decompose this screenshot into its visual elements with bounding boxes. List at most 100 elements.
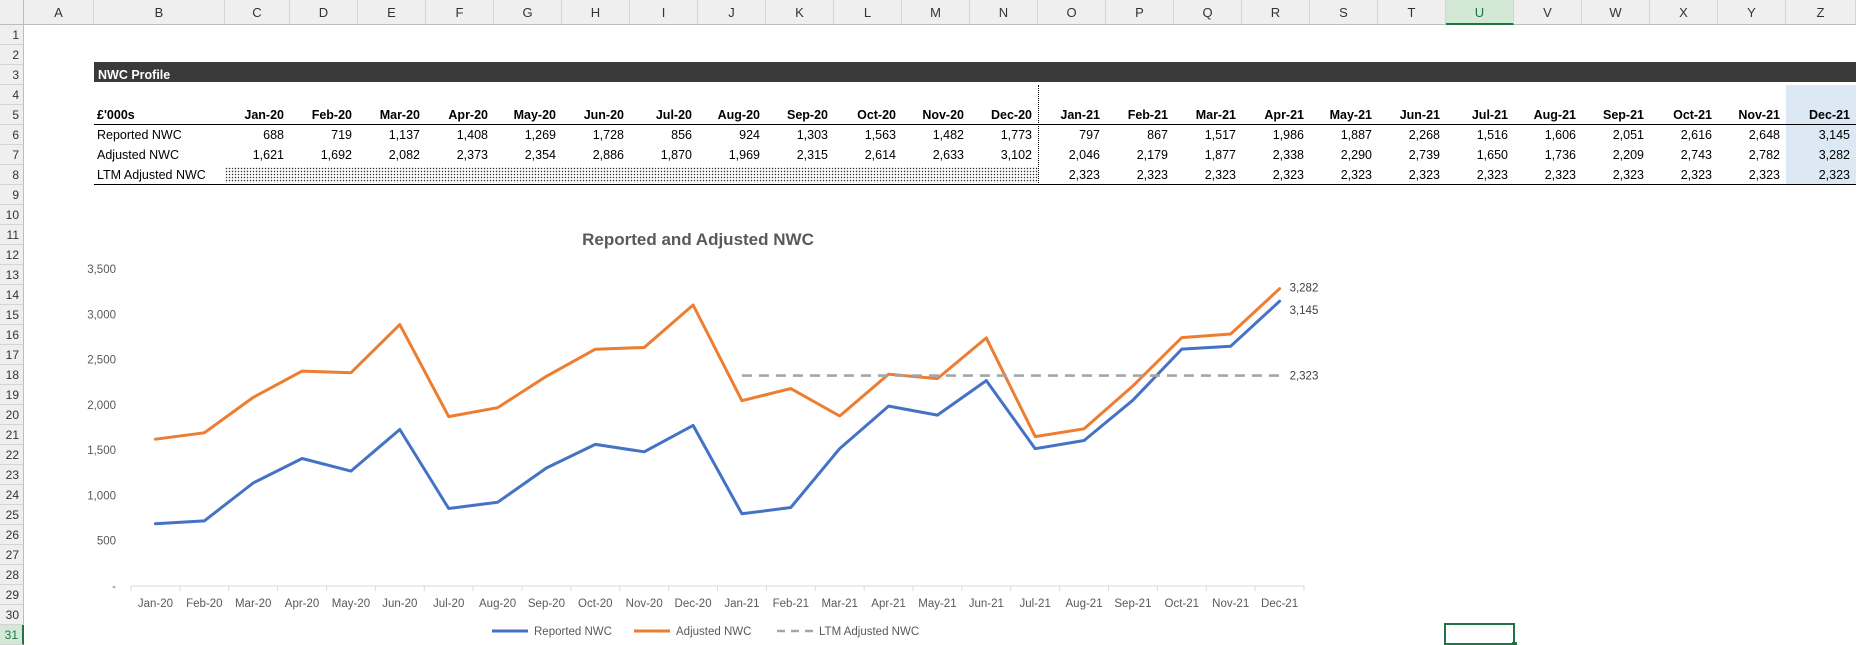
- month-header: Mar-21: [1195, 108, 1236, 122]
- value-cell: 1,269: [524, 128, 556, 142]
- y-tick-label: 2,500: [87, 355, 116, 367]
- month-header: Dec-20: [991, 108, 1032, 122]
- row-header-30[interactable]: 30: [0, 605, 24, 625]
- month-header: Oct-20: [857, 108, 896, 122]
- value-cell: 1,650: [1476, 148, 1508, 162]
- column-header-E[interactable]: E: [358, 0, 426, 25]
- row-header-28[interactable]: 28: [0, 565, 24, 585]
- column-header-Z[interactable]: Z: [1786, 0, 1856, 25]
- column-header-D[interactable]: D: [290, 0, 358, 25]
- row-header-15[interactable]: 15: [0, 305, 24, 325]
- row-header-31[interactable]: 31: [0, 625, 24, 645]
- row-header-5[interactable]: 5: [0, 105, 24, 125]
- column-header-J[interactable]: J: [698, 0, 766, 25]
- x-tick-label: May-20: [332, 598, 370, 610]
- column-header-H[interactable]: H: [562, 0, 630, 25]
- value-cell: 2,616: [1680, 128, 1712, 142]
- column-header-P[interactable]: P: [1106, 0, 1174, 25]
- value-cell: 2,354: [524, 148, 556, 162]
- value-cell: 2,743: [1680, 148, 1712, 162]
- header-underline: [94, 124, 1856, 125]
- row-header-25[interactable]: 25: [0, 505, 24, 525]
- row-header-7[interactable]: 7: [0, 145, 24, 165]
- value-cell: 2,782: [1748, 148, 1780, 162]
- column-header-B[interactable]: B: [94, 0, 225, 25]
- row-header-19[interactable]: 19: [0, 385, 24, 405]
- column-header-S[interactable]: S: [1310, 0, 1378, 25]
- row-header-1[interactable]: 1: [0, 25, 24, 45]
- row-header-3[interactable]: 3: [0, 65, 24, 85]
- row-header-17[interactable]: 17: [0, 345, 24, 365]
- row-header-6[interactable]: 6: [0, 125, 24, 145]
- column-header-X[interactable]: X: [1650, 0, 1718, 25]
- row-header-9[interactable]: 9: [0, 185, 24, 205]
- column-header-C[interactable]: C: [225, 0, 290, 25]
- column-header-G[interactable]: G: [494, 0, 562, 25]
- column-header-O[interactable]: O: [1038, 0, 1106, 25]
- value-cell: 2,323: [1136, 168, 1168, 182]
- x-tick-label: Jul-20: [433, 598, 464, 610]
- column-header-R[interactable]: R: [1242, 0, 1310, 25]
- row-header-20[interactable]: 20: [0, 405, 24, 425]
- column-header-I[interactable]: I: [630, 0, 698, 25]
- column-header-F[interactable]: F: [426, 0, 494, 25]
- column-header-Y[interactable]: Y: [1718, 0, 1786, 25]
- series-line-adjusted-nwc: [153, 287, 1282, 441]
- y-tick-label: 500: [97, 536, 116, 548]
- value-cell: 2,051: [1612, 128, 1644, 142]
- x-tick-label: Sep-21: [1114, 598, 1151, 610]
- column-header-N[interactable]: N: [970, 0, 1038, 25]
- select-all-corner[interactable]: [0, 0, 24, 25]
- row-header-14[interactable]: 14: [0, 285, 24, 305]
- row-header-26[interactable]: 26: [0, 525, 24, 545]
- value-cell: 2,323: [1272, 168, 1304, 182]
- row-header-21[interactable]: 21: [0, 425, 24, 445]
- active-cell-U31[interactable]: [1444, 623, 1517, 645]
- column-header-U[interactable]: U: [1446, 0, 1514, 25]
- month-header: Nov-20: [922, 108, 964, 122]
- x-tick-label: Aug-21: [1066, 598, 1103, 610]
- row-header-13[interactable]: 13: [0, 265, 24, 285]
- row-header-18[interactable]: 18: [0, 365, 24, 385]
- series-end-label: 3,282: [1290, 283, 1319, 295]
- row-header-8[interactable]: 8: [0, 165, 24, 185]
- row-header-24[interactable]: 24: [0, 485, 24, 505]
- legend-label: Adjusted NWC: [676, 626, 751, 638]
- value-cell: 1,621: [252, 148, 284, 162]
- x-tick-label: Feb-20: [186, 598, 222, 610]
- row-header-4[interactable]: 4: [0, 85, 24, 105]
- column-header-V[interactable]: V: [1514, 0, 1582, 25]
- row-header-22[interactable]: 22: [0, 445, 24, 465]
- row-header-27[interactable]: 27: [0, 545, 24, 565]
- value-cell: 2,268: [1408, 128, 1440, 142]
- column-header-W[interactable]: W: [1582, 0, 1650, 25]
- unit-label: £'000s: [97, 108, 135, 122]
- value-cell: 3,145: [1818, 128, 1850, 142]
- row-header-12[interactable]: 12: [0, 245, 24, 265]
- column-header-K[interactable]: K: [766, 0, 834, 25]
- x-tick-label: Oct-20: [578, 598, 613, 610]
- column-header-Q[interactable]: Q: [1174, 0, 1242, 25]
- row-header-29[interactable]: 29: [0, 585, 24, 605]
- row-header-2[interactable]: 2: [0, 45, 24, 65]
- value-cell: 1,482: [932, 128, 964, 142]
- row-header-16[interactable]: 16: [0, 325, 24, 345]
- row-header-10[interactable]: 10: [0, 205, 24, 225]
- y-tick-label: 3,000: [87, 309, 116, 321]
- row-header-11[interactable]: 11: [0, 225, 24, 245]
- row-header-23[interactable]: 23: [0, 465, 24, 485]
- month-header: Apr-20: [448, 108, 488, 122]
- column-header-L[interactable]: L: [834, 0, 902, 25]
- value-cell: 2,614: [864, 148, 896, 162]
- month-header: May-21: [1329, 108, 1372, 122]
- column-header-T[interactable]: T: [1378, 0, 1446, 25]
- x-tick-label: Apr-20: [285, 598, 320, 610]
- value-cell: 1,303: [796, 128, 828, 142]
- column-header-M[interactable]: M: [902, 0, 970, 25]
- column-header-A[interactable]: A: [24, 0, 94, 25]
- value-cell: 1,969: [728, 148, 760, 162]
- y-tick-label: 1,000: [87, 490, 116, 502]
- value-cell: 3,282: [1818, 148, 1850, 162]
